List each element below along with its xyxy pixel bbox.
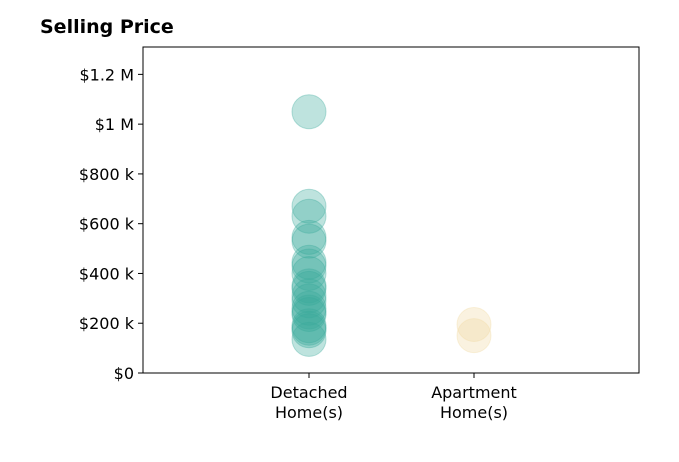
y-axis: $0 $200 k $400 k $600 k $800 k $1 M $1.2 M	[79, 65, 143, 383]
data-point	[291, 313, 327, 349]
data-point	[291, 188, 327, 224]
data-point	[291, 268, 327, 304]
data-point	[291, 308, 327, 344]
y-tick-label: $1 M	[95, 115, 134, 134]
chart-title: Selling Price	[40, 16, 174, 38]
data-point	[291, 94, 327, 130]
data-point	[291, 310, 327, 346]
data-point	[291, 198, 327, 234]
data-point	[291, 321, 327, 357]
data-point	[456, 306, 492, 342]
plot-area	[142, 46, 640, 374]
data-point	[456, 318, 492, 354]
y-tick-label: $800 k	[79, 165, 135, 184]
data-point	[291, 278, 327, 314]
data-point	[291, 219, 327, 255]
y-tick-label: $200 k	[79, 314, 135, 333]
x-tick-label: Apartment Home(s)	[431, 383, 517, 422]
data-point	[291, 283, 327, 319]
x-axis: Detached Home(s) Apartment Home(s)	[270, 373, 517, 422]
y-tick-label: $600 k	[79, 215, 135, 234]
y-tick-label: $0	[114, 364, 134, 383]
data-point	[291, 294, 327, 330]
data-point	[291, 290, 327, 326]
data-point	[291, 244, 327, 280]
y-tick-label: $1.2 M	[79, 65, 134, 84]
data-points	[291, 94, 492, 357]
data-point	[291, 248, 327, 284]
data-point	[291, 223, 327, 259]
x-tick-label: Detached Home(s)	[270, 383, 347, 422]
y-tick-label: $400 k	[79, 264, 135, 283]
data-point	[291, 270, 327, 306]
data-point	[291, 297, 327, 333]
data-point	[291, 255, 327, 291]
